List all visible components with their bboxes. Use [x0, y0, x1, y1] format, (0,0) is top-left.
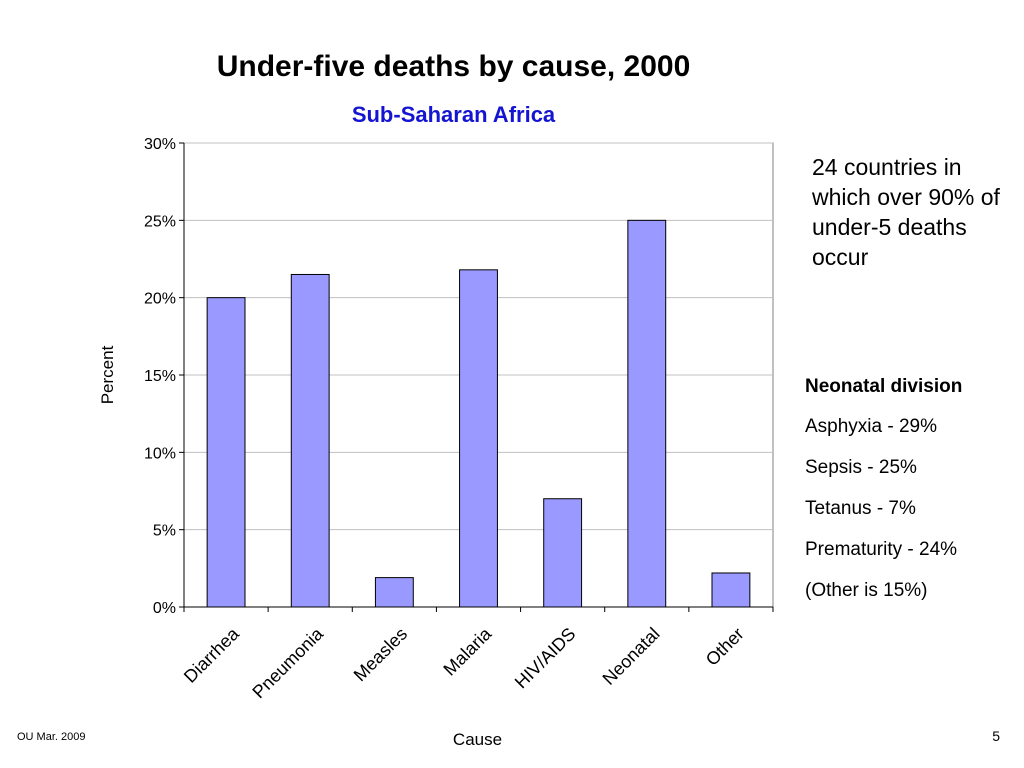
- bar-other: [711, 572, 751, 608]
- y-tick-label: 10%: [144, 445, 176, 462]
- x-tick-label: Diarrhea: [180, 623, 244, 687]
- bar-neonatal: [627, 219, 667, 608]
- bar-malaria: [459, 269, 498, 608]
- y-tick-label: 20%: [144, 291, 176, 308]
- x-tick-label: Other: [702, 624, 748, 670]
- neonatal-division-box: Neonatal division Asphyxia - 29% Sepsis …: [805, 373, 1020, 618]
- neonatal-division-heading: Neonatal division: [805, 376, 963, 397]
- bar-pneumonia: [290, 273, 330, 608]
- y-tick-label: 5%: [153, 523, 176, 540]
- bar-hiv-aids: [543, 498, 583, 608]
- neonatal-item-other: (Other is 15%): [805, 580, 928, 601]
- bar-diarrhea: [206, 297, 246, 608]
- page-number: 5: [992, 728, 1000, 744]
- bar-measles: [374, 577, 414, 608]
- coverage-note: 24 countries in which over 90% of under-…: [812, 154, 1000, 270]
- chart-subtitle: Sub-Saharan Africa: [351, 102, 556, 127]
- x-tick-label: Malaria: [439, 623, 496, 680]
- y-tick-label: 30%: [144, 136, 176, 153]
- x-tick-label: HIV/AIDS: [511, 624, 580, 693]
- x-tick-label: Measles: [350, 624, 412, 686]
- y-tick-label: 0%: [153, 600, 176, 617]
- y-tick-label: 25%: [144, 213, 176, 230]
- neonatal-item-tetanus: Tetanus - 7%: [805, 498, 916, 519]
- neonatal-item-asphyxia: Asphyxia - 29%: [805, 416, 938, 437]
- x-tick-label: Pneumonia: [248, 623, 327, 702]
- x-tick-label: Neonatal: [599, 624, 664, 689]
- neonatal-item-sepsis: Sepsis - 25%: [805, 457, 917, 478]
- neonatal-item-prematurity: Prematurity - 24%: [805, 539, 958, 560]
- y-axis-label: Percent: [98, 345, 117, 404]
- chart-title: Under-five deaths by cause, 2000: [216, 50, 691, 83]
- y-tick-label: 15%: [144, 368, 176, 385]
- x-axis-label: Cause: [453, 730, 502, 749]
- footer-source: OU Mar. 2009: [17, 731, 86, 743]
